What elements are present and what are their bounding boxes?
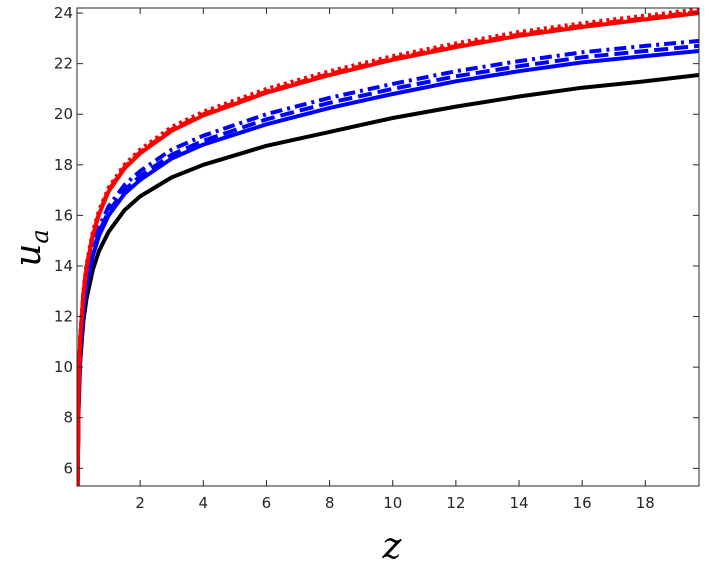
y-tick-label: 6 — [63, 459, 73, 477]
x-tick-label: 6 — [262, 494, 272, 512]
x-tick-label: 16 — [573, 494, 592, 512]
y-tick-label: 8 — [63, 409, 73, 427]
series-line-6 — [77, 9, 699, 486]
y-tick-label: 12 — [54, 308, 73, 326]
y-axis-label: ua — [8, 229, 54, 267]
x-tick-label: 14 — [509, 494, 528, 512]
y-tick-label: 20 — [54, 105, 73, 123]
x-axis-label: z — [382, 526, 403, 564]
x-tick-label: 10 — [383, 494, 402, 512]
x-tick-label: 4 — [199, 494, 209, 512]
x-tick-label: 18 — [636, 494, 655, 512]
axes-box — [76, 7, 700, 487]
axis-layer — [76, 7, 700, 487]
x-tick-label: 8 — [325, 494, 335, 512]
y-tick-label: 16 — [54, 206, 73, 224]
y-tick-label: 10 — [54, 358, 73, 376]
y-tick-label: 18 — [54, 156, 73, 174]
y-axis-label-subscript: a — [26, 229, 54, 243]
plot-area — [77, 8, 699, 486]
x-tick-label: 12 — [446, 494, 465, 512]
y-tick-label: 24 — [54, 4, 73, 22]
plot-background — [77, 8, 699, 486]
y-axis-label-main: u — [8, 244, 49, 267]
series-layer — [77, 8, 699, 486]
series-line-7 — [77, 8, 699, 486]
y-tick-label: 22 — [54, 55, 73, 73]
y-tick-label: 14 — [54, 257, 73, 275]
x-tick-label: 2 — [135, 494, 145, 512]
